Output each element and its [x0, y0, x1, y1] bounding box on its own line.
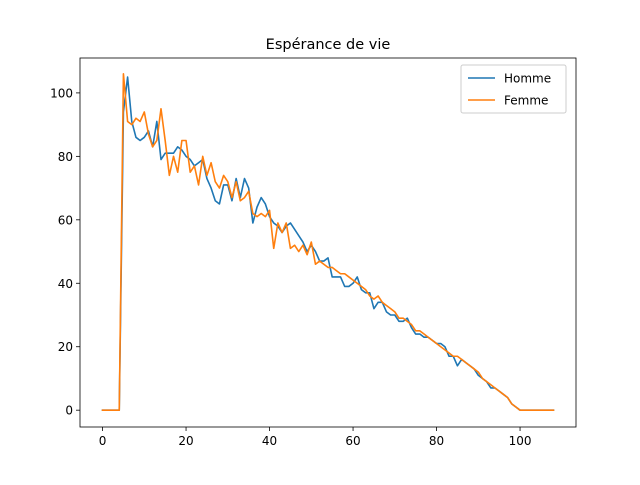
chart-title: Espérance de vie	[266, 37, 391, 53]
series-line-femme	[101, 73, 555, 411]
y-tick-label: 80	[58, 150, 73, 164]
legend-label-homme: Homme	[504, 72, 551, 86]
x-tick-label: 0	[99, 434, 107, 448]
y-tick-label: 60	[58, 213, 73, 227]
y-tick-label: 20	[58, 340, 73, 354]
x-tick-label: 60	[345, 434, 360, 448]
x-tick-label: 100	[509, 434, 532, 448]
x-tick-label: 80	[429, 434, 444, 448]
plot-area	[101, 73, 555, 411]
x-tick-label: 20	[178, 434, 193, 448]
legend-box	[460, 64, 567, 114]
y-tick-label: 100	[50, 86, 73, 100]
y-tick-label: 0	[65, 404, 73, 418]
x-tick-label: 40	[262, 434, 277, 448]
axes-frame	[79, 57, 577, 428]
series-line-homme	[101, 76, 555, 411]
legend: Homme Femme	[460, 64, 567, 114]
axes: 0 20 40 60 80 100 0 20 40 60 80 100	[50, 57, 577, 448]
legend-label-femme: Femme	[504, 94, 548, 108]
y-tick-label: 40	[58, 277, 73, 291]
